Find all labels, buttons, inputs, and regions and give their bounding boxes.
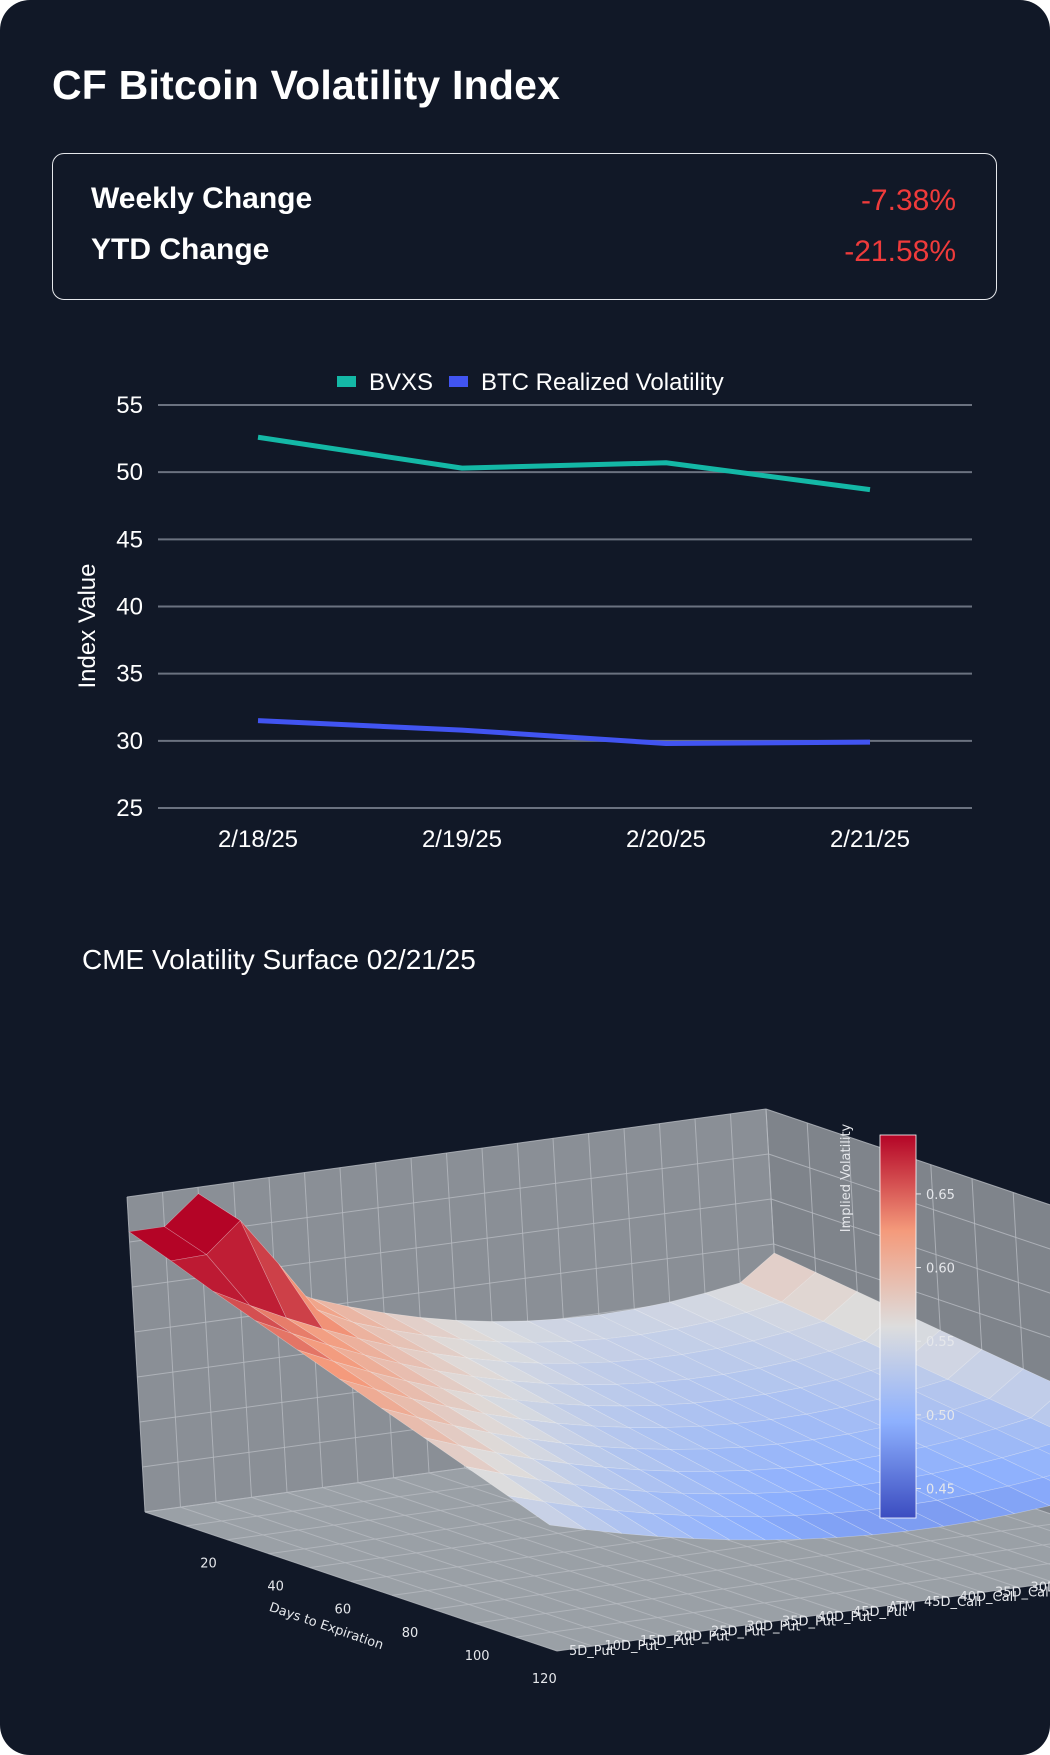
y-tick-label: 25	[116, 795, 143, 822]
y-tick-label: 10D_Put	[605, 1639, 659, 1654]
colorbar-tick-label: 0.65	[926, 1188, 955, 1203]
floor-grid-line	[144, 1511, 558, 1652]
legend-swatch-0	[337, 376, 356, 387]
series-line-0	[257, 434, 871, 493]
colorbar-tick-label: 0.45	[926, 1483, 955, 1498]
y-tick-label: 20D_Put	[676, 1629, 730, 1644]
surface-facet	[1042, 1475, 1050, 1481]
x-tick-label: 40	[267, 1580, 284, 1595]
legend-label-1: BTC Realized Volatility	[481, 369, 724, 396]
x-tick-label: 80	[402, 1626, 419, 1641]
x-tick-label: 100	[465, 1649, 490, 1664]
ytd-change-row: YTD Change -21.58%	[91, 233, 956, 273]
surface-facet	[507, 1495, 587, 1530]
floor-grid-line	[322, 1487, 735, 1628]
x-tick-label: 2/19/25	[422, 826, 502, 853]
surface-facet	[988, 1368, 1050, 1419]
wall-grid-line	[768, 1153, 1050, 1250]
y-tick-label: 45D_Call	[924, 1595, 981, 1610]
y-axis-label: Index Value	[74, 564, 101, 689]
stats-panel: Weekly Change -7.38% YTD Change -21.58%	[52, 153, 997, 300]
floor-grid-line	[286, 1491, 700, 1632]
wall-grid-line	[126, 1196, 146, 1513]
legend-label-0: BVXS	[369, 369, 433, 396]
surface-facet	[722, 1516, 803, 1541]
legend-swatch-1	[449, 376, 468, 387]
floor-grid-line	[215, 1501, 629, 1642]
y-tick-label: ATM	[889, 1600, 916, 1615]
page-title: CF Bitcoin Volatility Index	[52, 62, 561, 108]
floor-grid-line	[180, 1506, 593, 1647]
y-tick-label: 35D_Put	[782, 1615, 836, 1630]
surface-facet	[579, 1506, 658, 1537]
y-tick-label: 40D_Put	[818, 1610, 872, 1625]
y-tick-label: 35	[116, 661, 143, 688]
y-tick-label: 40	[116, 594, 143, 621]
surface-facet	[687, 1515, 766, 1541]
series-line-1	[257, 718, 871, 747]
y-tick-label: 5D_Put	[569, 1644, 615, 1659]
floor-grid-line	[251, 1496, 664, 1637]
x-tick-label: 2/18/25	[218, 826, 298, 853]
wall-grid-line	[770, 1198, 1050, 1294]
floor-grid-line	[357, 1482, 771, 1623]
y-tick-label: 50	[116, 459, 143, 486]
volatility-surface-chart: 0.450.500.550.600.650.70Implied Volatili…	[126, 1108, 1050, 1687]
x-tick-label: 2/21/25	[830, 826, 910, 853]
x-tick-label: 20	[200, 1556, 217, 1571]
x-tick-label: 120	[532, 1672, 557, 1687]
colorbar-tick-label: 0.55	[926, 1335, 955, 1350]
y-tick-label: 45	[116, 526, 143, 553]
ytd-change-value: -21.58%	[844, 235, 956, 268]
y-tick-label: 45D_Put	[853, 1605, 907, 1620]
weekly-change-row: Weekly Change -7.38%	[91, 182, 956, 222]
z-axis-label: Implied Volatility	[839, 1123, 854, 1232]
y-tick-label: 55	[116, 392, 143, 419]
surface-facet	[615, 1510, 694, 1539]
y-tick-label: 30D_Put	[747, 1620, 801, 1635]
colorbar-tick-label: 0.60	[926, 1262, 955, 1277]
surface-facet	[1030, 1400, 1050, 1428]
y-tick-label: 25D_Put	[711, 1624, 765, 1639]
y-tick-label: 15D_Put	[640, 1634, 694, 1649]
weekly-change-value: -7.38%	[860, 184, 956, 217]
floor-grid-line	[393, 1477, 806, 1618]
surface-facet	[994, 1417, 1050, 1449]
y-tick-label: 30D_Call	[1031, 1580, 1050, 1595]
index-line-chart: 25 30 35 40 45 50 55 2/18/25 2/19/25 2/20/25 2/21/…	[74, 369, 972, 853]
x-tick-label: 2/20/25	[626, 826, 706, 853]
colorbar-tick-label: 0.50	[926, 1409, 955, 1424]
wall-grid-line	[773, 1243, 1050, 1338]
x-axis-label: Days to Expiration	[267, 1600, 385, 1653]
ytd-change-label: YTD Change	[91, 233, 270, 266]
colorbar	[879, 1134, 917, 1519]
surface-mesh	[128, 1193, 1050, 1541]
weekly-change-label: Weekly Change	[91, 182, 313, 215]
y-tick-label: 30	[116, 728, 143, 755]
y-tick-label: 35D_Call	[995, 1585, 1050, 1600]
surface-facet	[1036, 1443, 1050, 1455]
wall-grid-line	[126, 1108, 767, 1198]
x-tick-label: 60	[335, 1603, 352, 1618]
surface-facet	[1000, 1447, 1050, 1478]
y-tick-label: 40D_Call	[960, 1590, 1017, 1605]
surface-facet	[651, 1513, 730, 1541]
surface-chart-title: CME Volatility Surface 02/21/25	[82, 944, 476, 975]
floor-grid-line	[428, 1472, 842, 1613]
wall-grid-line	[134, 1243, 774, 1333]
wall-grid-line	[765, 1108, 1050, 1206]
